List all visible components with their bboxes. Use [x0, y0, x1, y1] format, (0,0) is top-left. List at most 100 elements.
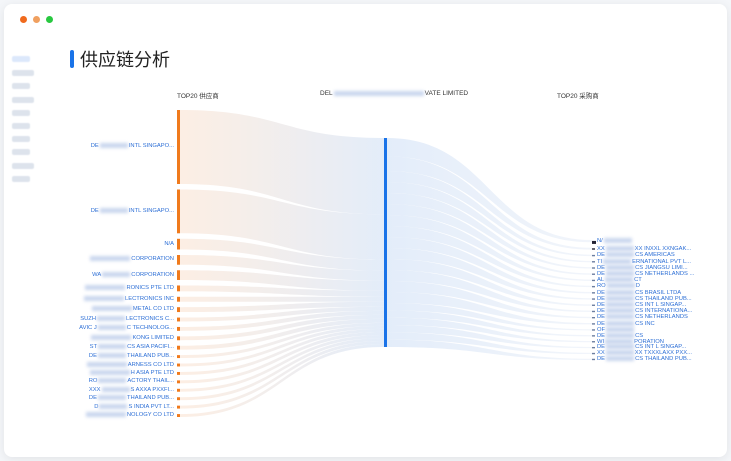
label-suffix: S INDIA PVT LT... [128, 403, 174, 410]
buyer-label[interactable]: DE CS THAILAND PUB... [597, 356, 692, 363]
supplier-flow-link [180, 325, 384, 367]
buyer-label[interactable]: DE CS JIANGSU LIMI... [597, 264, 688, 272]
supplier-label[interactable]: ST CS ASIA PACIFI... [90, 344, 174, 351]
buyer-label[interactable]: TI ERNATIONAL PVT L... [597, 258, 691, 266]
buyer-node [592, 273, 595, 275]
sidebar-item[interactable] [12, 97, 34, 103]
minimize-button[interactable] [33, 16, 40, 23]
sidebar-item[interactable] [12, 56, 30, 62]
supplier-label[interactable]: LECTRONICS INC [83, 295, 174, 303]
supplier-node [177, 110, 180, 184]
label-prefix: DE [90, 143, 99, 150]
redacted-text [98, 344, 127, 350]
sidebar-item[interactable] [12, 176, 30, 182]
buyer-label[interactable]: DE CS INT L SINGAP... [597, 344, 686, 351]
redacted-text [333, 90, 424, 96]
buyer-flow-link [387, 226, 592, 288]
buyer-label[interactable]: DE CS INT L SINGAP... [597, 302, 686, 309]
label-suffix: C TECHNOLOG... [126, 325, 174, 332]
supplier-node [177, 317, 180, 322]
supplier-flow-link [180, 296, 384, 302]
buyer-label[interactable]: DE CS INTERNATIONA... [597, 308, 692, 315]
supplier-flow-link [180, 238, 384, 271]
buyer-label[interactable]: DE CS AMERICAS [597, 252, 675, 259]
buyer-label[interactable]: XX XX TXXXLAXX PXX... [597, 350, 692, 357]
sidebar-item[interactable] [12, 163, 34, 169]
supplier-label[interactable]: XXX S AXXA PXXFI... [89, 386, 174, 394]
buyer-label[interactable]: AL CT [597, 277, 642, 284]
buyer-node [592, 323, 595, 325]
supplier-label[interactable]: RO ACTORY THAIL... [89, 378, 174, 385]
buyer-flow-link [387, 332, 592, 355]
buyer-node [592, 316, 595, 319]
supplier-label[interactable]: DE INTL SINGAPO... [91, 207, 174, 215]
buyer-label[interactable]: DE CS THAILAND PUB... [597, 295, 692, 303]
supplier-label[interactable]: DE INTL SINGAPO... [91, 143, 174, 150]
supplier-label[interactable]: NOLOGY CO LTD [85, 412, 174, 419]
redacted-text [606, 356, 635, 362]
maximize-button[interactable] [46, 16, 53, 23]
buyer-node [592, 285, 595, 288]
buyer-label[interactable]: RO D [597, 283, 640, 290]
supplier-label[interactable]: H ASIA PTE LTD [89, 369, 174, 377]
label-suffix: XX TXXXLAXX PXX... [634, 350, 692, 357]
buyer-label[interactable]: DE CS [597, 332, 644, 340]
supplier-label[interactable]: DE THAILAND PUB... [89, 353, 174, 360]
supplier-label[interactable]: RONICS PTE LTD [84, 284, 174, 292]
sidebar-item[interactable] [12, 70, 34, 76]
buyer-label[interactable]: DE CS NETHERLANDS [597, 314, 688, 321]
buyer-label[interactable]: DE CS BRASIL LTDA [597, 289, 681, 297]
redacted-text [606, 308, 635, 314]
buyer-label[interactable]: OF [597, 326, 635, 334]
label-prefix: ST [89, 344, 98, 351]
supplier-label[interactable]: ARNESS CO LTD [86, 361, 174, 369]
buyer-label[interactable]: XX XX INXXL XXNGAK... [597, 245, 691, 253]
supplier-label[interactable]: SUZH LECTRONICS C... [80, 316, 174, 323]
close-button[interactable] [20, 16, 27, 23]
label-suffix: CS AMERICAS [635, 252, 675, 259]
label-prefix: AVIC J [79, 325, 97, 332]
label-suffix: METAL CO LTD [132, 306, 174, 313]
buyer-flow-link [387, 237, 592, 294]
sidebar-item[interactable] [12, 123, 30, 129]
label-suffix: LECTRONICS C... [126, 316, 174, 323]
supplier-node [177, 345, 180, 350]
supplier-label[interactable]: N/A [164, 241, 174, 248]
buyer-label[interactable]: DE CS NETHERLANDS ... [597, 271, 694, 278]
supplier-label[interactable]: CORPORATION [89, 256, 174, 263]
label-prefix: OF [597, 326, 606, 333]
redacted-text [85, 284, 126, 290]
buyer-flow-link [387, 303, 592, 331]
sidebar-item[interactable] [12, 110, 30, 116]
redacted-text [97, 395, 126, 401]
supplier-label[interactable]: DE THAILAND PUB... [89, 395, 174, 402]
supplier-node [177, 326, 180, 331]
supplier-flow-link [180, 340, 384, 409]
supplier-column-header: TOP20 供应商 [177, 93, 219, 100]
supplier-flow-link [180, 314, 384, 341]
supplier-label[interactable]: WA CORPORATION [92, 271, 174, 279]
sidebar-item[interactable] [12, 136, 30, 142]
supplier-node [177, 380, 180, 384]
label-suffix: CT [634, 277, 642, 284]
sidebar-item[interactable] [12, 83, 30, 89]
buyer-label[interactable]: WI PORATION [597, 338, 664, 346]
supplier-label[interactable]: METAL CO LTD [91, 306, 174, 313]
supplier-label[interactable]: KONG LIMITED [90, 334, 174, 342]
buyer-label[interactable]: DE CS INC [597, 320, 655, 328]
buyer-node [592, 352, 595, 355]
label-suffix: THAILAND PUB... [126, 395, 174, 402]
title-accent [70, 50, 74, 68]
supplier-flow-link [180, 301, 384, 313]
buyer-node [592, 335, 595, 337]
redacted-text [605, 338, 634, 344]
buyer-node [592, 248, 595, 250]
supplier-label[interactable]: AVIC J C TECHNOLOG... [79, 325, 174, 332]
label-prefix: DE [88, 395, 97, 402]
supplier-flow-link [180, 255, 384, 281]
buyer-label[interactable]: N/ [597, 238, 633, 245]
supplier-label[interactable]: D S INDIA PVT LT... [94, 403, 174, 411]
label-suffix: CS [635, 332, 644, 339]
label-suffix: CS ASIA PACIFI... [127, 344, 174, 351]
sidebar-item[interactable] [12, 149, 30, 155]
